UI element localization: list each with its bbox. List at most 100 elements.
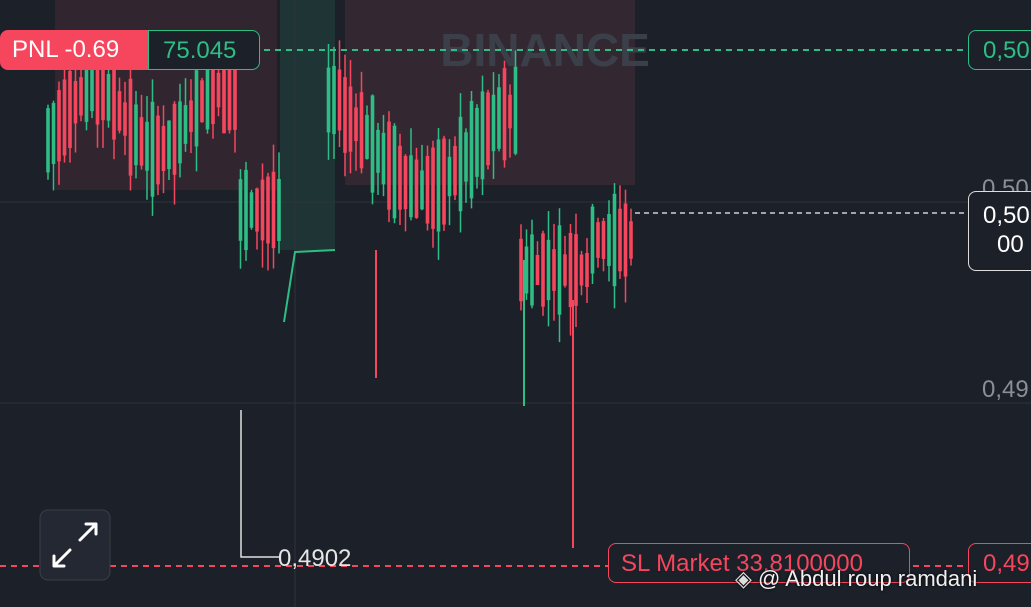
candle-body — [579, 254, 584, 286]
candle-body — [436, 139, 441, 232]
candle-body — [128, 78, 133, 176]
candle-body — [57, 90, 61, 162]
candle-body — [200, 80, 204, 123]
candle-body — [568, 232, 573, 308]
credit-icon: ◈ — [735, 566, 759, 591]
candle-body — [189, 100, 193, 133]
candle-body — [601, 221, 606, 259]
candle-body — [227, 56, 232, 131]
candle-body — [519, 238, 523, 302]
candle-body — [590, 206, 595, 274]
candle-body — [343, 77, 347, 153]
loss-zone — [55, 0, 277, 190]
candle-body — [535, 254, 540, 286]
candle-body — [271, 171, 276, 249]
candle-body — [277, 178, 281, 242]
candle-body — [431, 147, 435, 229]
candle-body — [442, 138, 446, 225]
credit: ◈ @ Abdul roup ramdani — [735, 566, 977, 592]
candle-body — [381, 132, 386, 185]
sl-label: SL Market 33.8100000 — [608, 543, 910, 583]
candle-body — [387, 121, 391, 210]
candle-body — [425, 155, 430, 224]
candle-body — [376, 129, 380, 173]
current-price-line: 00 — [997, 231, 1024, 258]
candle-body — [167, 120, 171, 170]
candle-body — [420, 170, 424, 210]
candle-body — [139, 117, 144, 166]
candle-body — [612, 193, 617, 287]
candle-body — [469, 100, 474, 199]
candle-body — [205, 61, 210, 130]
candle-body — [574, 234, 578, 306]
candle-body — [486, 92, 490, 166]
candle-body — [106, 73, 111, 121]
candle-body — [233, 66, 237, 130]
expand-button[interactable] — [39, 509, 111, 581]
candle-body — [365, 114, 369, 159]
candle-body — [79, 77, 83, 116]
candle-body — [266, 176, 270, 244]
pnl-value: 75.045 — [148, 30, 260, 70]
low-marker: 0,4902 — [278, 545, 352, 572]
candle-body — [73, 81, 78, 124]
candle-body — [101, 65, 105, 121]
candle-body — [117, 91, 122, 131]
candle-body — [623, 203, 628, 277]
candle-body — [134, 104, 138, 166]
candle-body — [530, 234, 534, 306]
candle-body — [513, 66, 518, 154]
candle-body — [326, 67, 331, 133]
candle-body — [161, 125, 166, 171]
candle-body — [112, 67, 116, 140]
candle-body — [211, 59, 215, 125]
candle-body — [249, 192, 254, 228]
sl-price: 0,49 — [968, 543, 1031, 583]
candle-body — [90, 69, 94, 112]
candle-body — [596, 222, 600, 258]
candle-body — [178, 101, 182, 164]
candle-body — [464, 132, 468, 182]
candle-body — [414, 159, 419, 218]
candle-body — [194, 70, 199, 147]
candle-body — [183, 105, 188, 144]
candle-body — [348, 86, 353, 152]
candle-body — [546, 239, 551, 301]
candle-body — [145, 121, 149, 171]
candle-body — [370, 95, 375, 193]
profit-zone — [280, 0, 335, 250]
candle-body — [62, 79, 67, 156]
credit-text: @ Abdul roup ramdani — [758, 566, 978, 591]
candle-body — [255, 188, 259, 232]
current-price-line: 0,50 — [983, 202, 1030, 229]
candle-body — [524, 246, 529, 294]
candle-body — [629, 221, 633, 259]
candle-body — [51, 102, 56, 165]
candle-body — [480, 91, 485, 180]
candle-body — [491, 94, 496, 152]
candle-body — [354, 107, 358, 142]
candle-body — [84, 62, 89, 122]
candle-body — [260, 179, 265, 241]
candle-body — [557, 225, 562, 315]
candle-body — [222, 47, 226, 134]
candle-body — [563, 254, 567, 286]
candle-body — [244, 169, 248, 251]
candle-body — [68, 70, 72, 148]
candle-body — [156, 115, 160, 185]
pnl-label: PNL -0.69 — [0, 30, 148, 70]
tp-price: 0,50 — [968, 30, 1031, 70]
candle-body — [359, 92, 364, 169]
candle-body — [392, 125, 397, 219]
candle-body — [46, 108, 50, 173]
candle-body — [409, 155, 413, 218]
candle-body — [403, 155, 408, 210]
candle-body — [458, 116, 463, 212]
candle-body — [541, 233, 545, 307]
low-leader — [240, 410, 280, 558]
candle-body — [585, 253, 589, 287]
price-line — [283, 249, 336, 323]
candle-body — [552, 249, 556, 291]
